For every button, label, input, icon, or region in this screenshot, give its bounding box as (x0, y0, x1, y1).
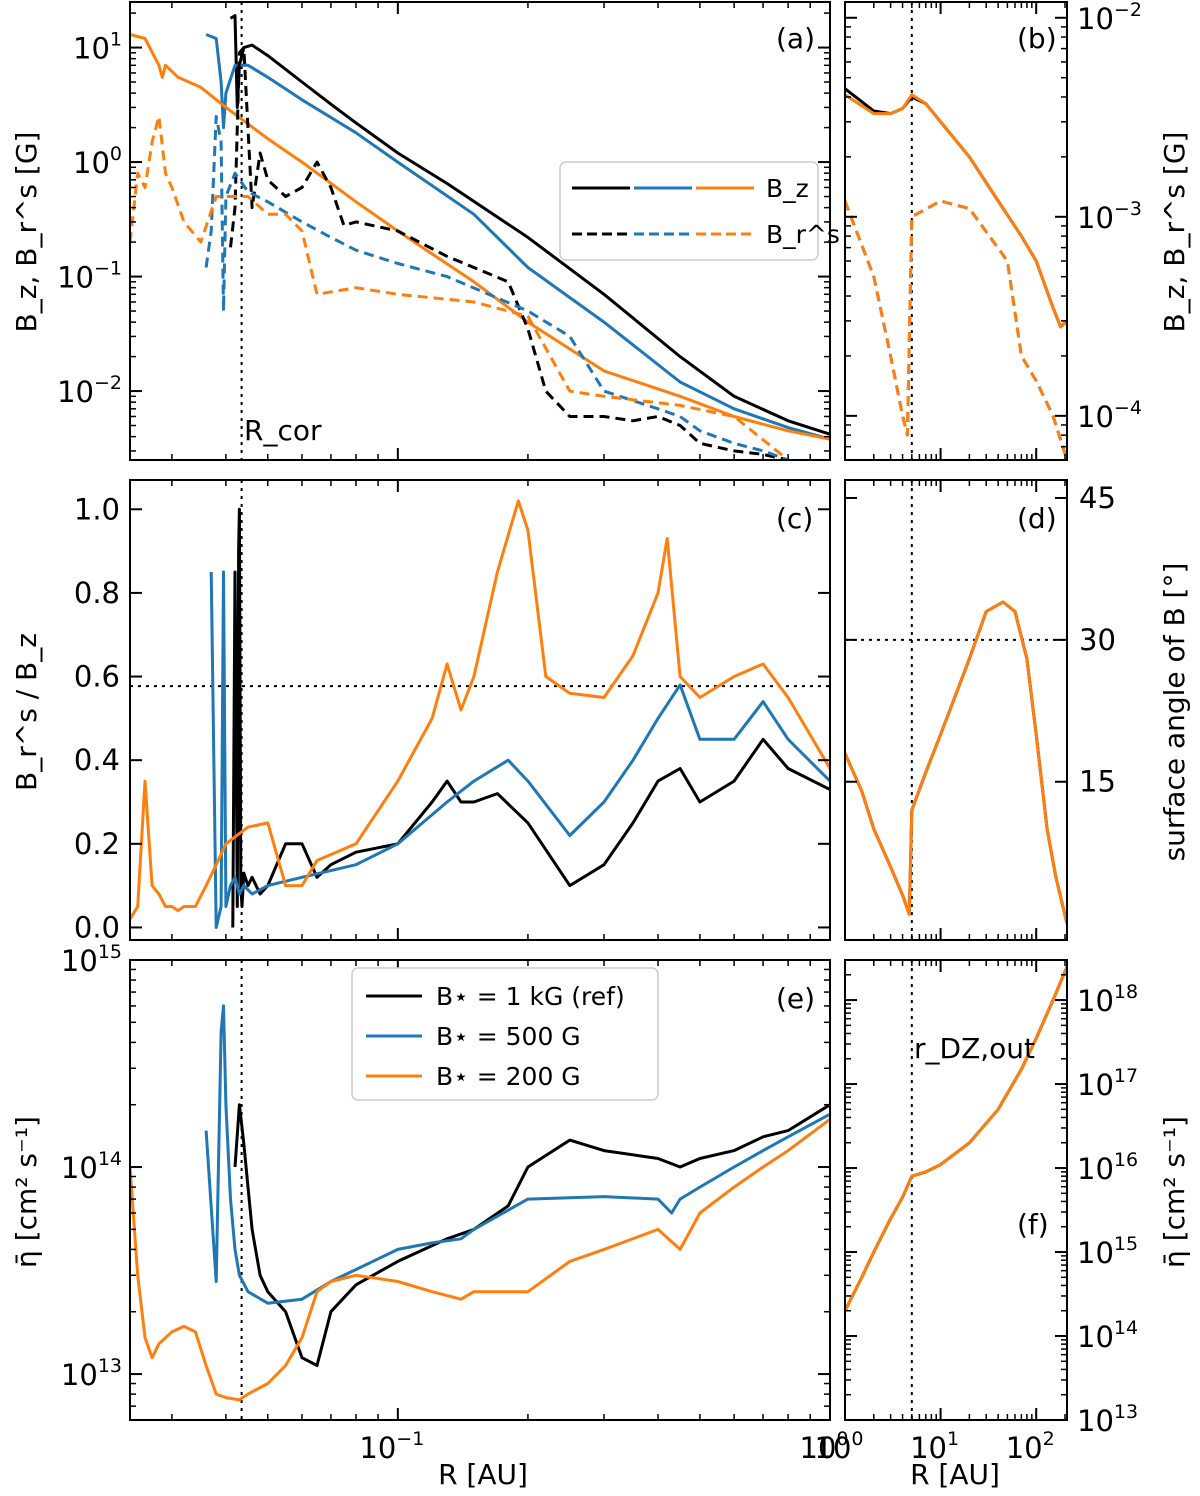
ytick-label-d: 30 (1079, 623, 1116, 657)
ytick-label-f: 1014 (1077, 1317, 1138, 1354)
ytick-label-c: 0.4 (74, 743, 120, 777)
series-line-a-ref-dashed (229, 46, 789, 460)
series-line-e-ref-solid (233, 1103, 830, 1367)
series-line-e-b500-solid (204, 1004, 830, 1305)
legend-a-brs-label: B_r^s (766, 220, 840, 249)
legend-e: B⋆ = 1 kG (ref) B⋆ = 500 G B⋆ = 200 G (351, 967, 659, 1101)
plot-area-a (130, 2, 830, 460)
plot-area-e (130, 960, 830, 1420)
y-axis-label-c: B_r^s / B_z (10, 633, 43, 791)
ytick-label-b: 10−4 (1077, 397, 1142, 434)
y-axis-label-b: B_z, B_r^s [G] (1158, 132, 1191, 333)
panel-label-a: (a) (776, 22, 815, 55)
legend-e-500-label: B⋆ = 500 G (436, 1022, 581, 1051)
ytick-label-a: 10−1 (57, 258, 122, 295)
ytick-label-c: 1.0 (74, 492, 120, 526)
panel-label-b: (b) (1017, 22, 1057, 55)
ytick-label-c: 0.8 (74, 576, 120, 610)
legend-e-200-label: B⋆ = 200 G (436, 1062, 581, 1091)
plot-area-b (845, 2, 1067, 460)
ytick-label-f: 1016 (1077, 1149, 1138, 1186)
series-line-c-b200-solid (130, 499, 830, 920)
series-line-c-ref-solid (231, 507, 830, 928)
series-line-a-b500-dashed (204, 115, 789, 460)
series-line-b-b200-solid (845, 93, 1067, 329)
annotation-rdz: r_DZ,out (914, 1032, 1035, 1065)
ytick-label-f: 1018 (1077, 981, 1138, 1018)
frame-b (844, 1, 1068, 461)
ytick-label-e: 1014 (61, 1148, 122, 1185)
ytick-label-d: 15 (1079, 765, 1116, 799)
plot-area-d (845, 480, 1067, 940)
ytick-label-d: 45 (1079, 481, 1116, 515)
x-axis-label-left: R [AU] (438, 1458, 528, 1491)
legend-e-frame (351, 967, 659, 1101)
x-axis-label-right: R [AU] (910, 1458, 1000, 1491)
legend-a: B_z B_r^s (559, 161, 840, 261)
legend-a-bz-label: B_z (766, 174, 809, 203)
y-axis-label-e: η̄ [cm² s⁻¹] (10, 1116, 43, 1268)
frame-d (844, 479, 1068, 941)
y-axis-label-a: B_z, B_r^s [G] (10, 132, 43, 333)
ytick-label-c: 0.2 (74, 827, 120, 861)
data-layer (130, 2, 1067, 1420)
legend-e-ref-label: B⋆ = 1 kG (ref) (436, 982, 625, 1011)
ytick-label-f: 1017 (1077, 1065, 1138, 1102)
ytick-label-c: 0.6 (74, 660, 120, 694)
annotation-rcor: R_cor (244, 414, 322, 447)
panel-label-c: (c) (776, 502, 813, 535)
xtick-label-f: 100 (815, 1428, 864, 1465)
frame-c (129, 479, 831, 941)
series-line-f-b200-solid (845, 966, 1067, 1312)
xtick-label-e: 10−1 (359, 1428, 424, 1465)
series-line-a-b200-dashed (130, 115, 790, 460)
xtick-label-f: 102 (1006, 1428, 1055, 1465)
panel-label-f: (f) (1017, 1208, 1049, 1241)
series-line-e-b200-solid (130, 1118, 830, 1402)
ytick-label-a: 101 (73, 29, 122, 66)
frame-f (844, 959, 1068, 1421)
frames-layer (129, 1, 1068, 1421)
series-line-b-b500-dashed (845, 199, 1067, 460)
ytick-label-e: 1015 (61, 941, 122, 978)
series-line-a-ref-solid (229, 14, 830, 436)
y-axis-label-d: surface angle of B [°] (1158, 563, 1191, 862)
series-line-d-ref-solid (845, 600, 1067, 924)
series-line-b-ref-solid (845, 87, 1067, 329)
frame-a (129, 1, 831, 461)
y-axis-label-f: η̄ [cm² s⁻¹] (1158, 1116, 1191, 1268)
ytick-label-f: 1015 (1077, 1233, 1138, 1270)
panel-label-e: (e) (776, 982, 815, 1015)
series-line-a-b200-solid (130, 33, 830, 441)
ytick-label-b: 10−3 (1077, 198, 1142, 235)
ytick-label-a: 100 (73, 143, 122, 180)
ytick-label-c: 0.0 (74, 910, 120, 944)
ytick-label-a: 10−2 (57, 372, 122, 409)
panel-label-d: (d) (1017, 502, 1057, 535)
xtick-label-e: 100 (800, 1428, 849, 1465)
series-line-c-b500-solid (209, 570, 830, 929)
ytick-label-e: 1013 (61, 1355, 122, 1392)
xtick-label-f: 101 (910, 1428, 959, 1465)
text-layer: 10−2 10−1 100 101 10−4 10−3 10−2 0.0 0.2 0.4 0.6 0.… (57, 0, 1142, 1465)
series-line-a-b500-solid (205, 33, 830, 441)
ytick-label-b: 10−2 (1077, 0, 1142, 36)
plot-area-c (130, 480, 830, 940)
frame-e (129, 959, 831, 1421)
series-line-b-b200-dashed (845, 199, 1067, 460)
plot-area-f (845, 960, 1067, 1420)
ytick-label-f: 1013 (1077, 1401, 1138, 1438)
series-line-d-b200-solid (845, 600, 1067, 924)
series-line-f-ref-solid (845, 966, 1067, 1312)
